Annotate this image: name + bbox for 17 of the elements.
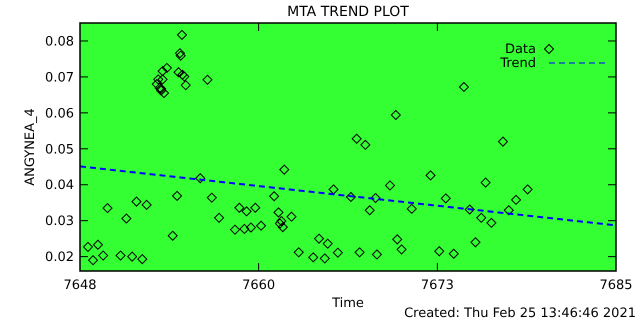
- x-tick-label: 7685: [599, 278, 633, 293]
- legend-label: Data: [504, 42, 536, 57]
- y-tick-label: 0.05: [45, 142, 74, 158]
- y-tick-label: 0.04: [45, 178, 74, 194]
- y-tick-label: 0.06: [45, 106, 74, 122]
- x-tick-label: 7673: [420, 278, 454, 293]
- x-axis-title: Time: [331, 296, 364, 311]
- y-tick-label: 0.02: [45, 250, 74, 266]
- legend-label: Trend: [499, 56, 536, 71]
- y-tick-label: 0.08: [45, 34, 74, 50]
- x-tick-label: 7660: [242, 278, 276, 293]
- y-tick-label: 0.03: [45, 214, 74, 230]
- y-tick-label: 0.07: [45, 70, 74, 86]
- chart-title: MTA TREND PLOT: [287, 4, 410, 20]
- text: Created: Thu Feb 25 13:46:46 2021: [404, 306, 636, 320]
- y-axis-title: ANGYNEA_4: [23, 108, 38, 186]
- x-tick-label: 7648: [63, 278, 97, 293]
